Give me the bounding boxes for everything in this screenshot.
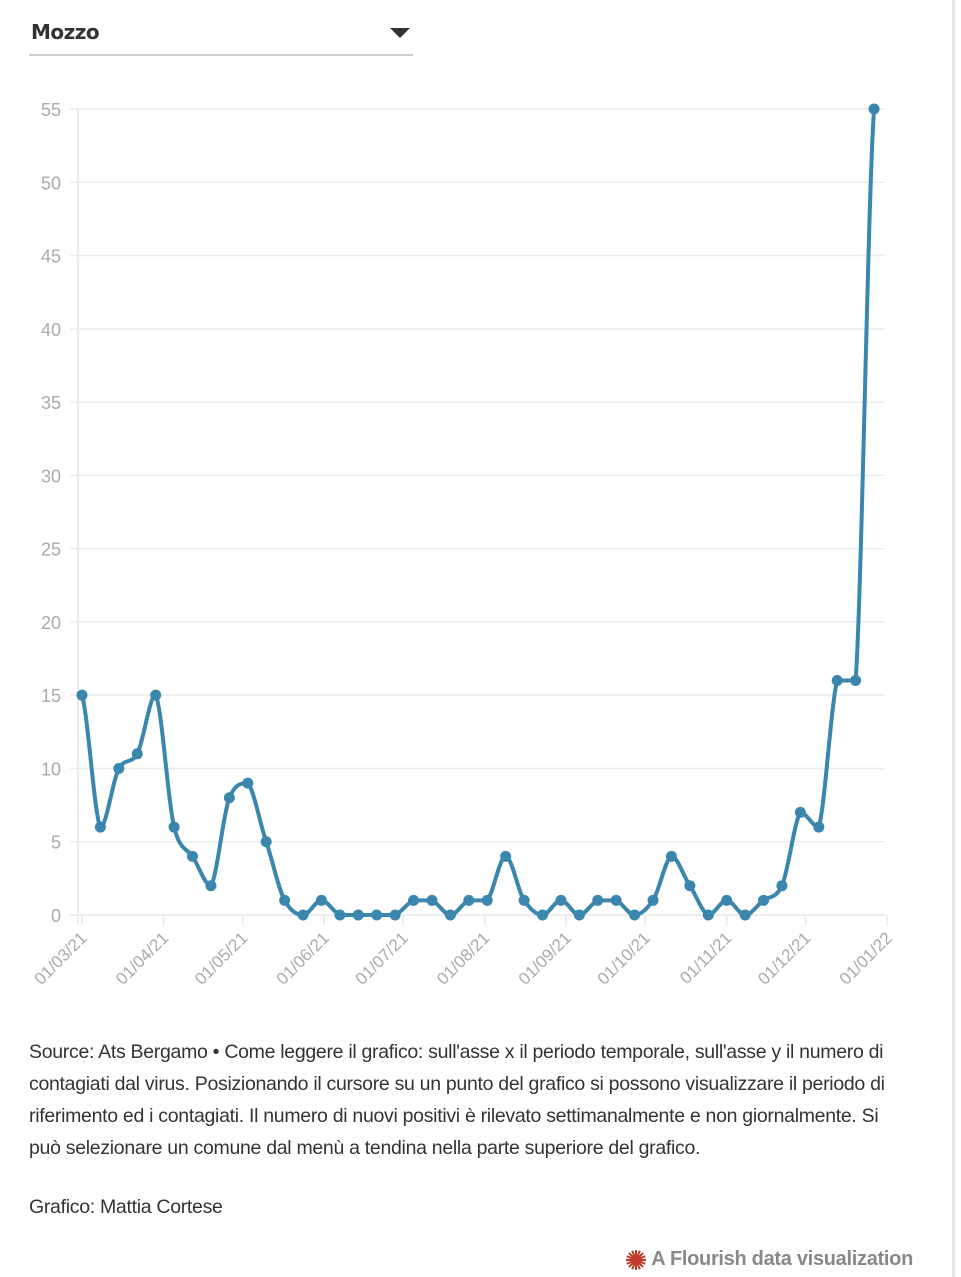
data-point[interactable] [758,894,770,906]
chart-caption: Source: Ats Bergamo • Come leggere il gr… [29,1041,885,1159]
series-line-mozzo [80,107,877,917]
data-point[interactable] [242,777,254,789]
y-tick-label: 25 [41,540,61,560]
data-point[interactable] [297,909,309,921]
chevron-down-icon[interactable] [390,28,410,38]
x-tick-label: 01/09/21 [515,928,575,988]
data-point[interactable] [592,894,604,906]
data-point[interactable] [205,880,217,892]
data-point[interactable] [665,850,677,862]
data-point[interactable] [647,894,659,906]
data-point[interactable] [610,894,622,906]
flourish-star-icon [626,1249,647,1270]
data-point[interactable] [389,909,401,921]
data-point[interactable] [831,675,843,687]
data-point[interactable] [481,894,493,906]
y-tick-label: 5 [51,833,61,853]
flourish-credit-link[interactable]: A Flourish data visualization [625,1248,913,1271]
data-point[interactable] [168,821,180,833]
data-point[interactable] [131,748,143,760]
x-tick-label: 01/08/21 [433,928,493,988]
x-tick-label: 01/05/21 [191,928,251,988]
data-point[interactable] [113,762,125,774]
x-tick-label: 01/04/21 [112,928,172,988]
data-point[interactable] [794,806,806,818]
x-tick-label: 01/07/21 [352,928,412,988]
data-point[interactable] [463,894,475,906]
x-tick-label: 01/01/22 [836,928,896,988]
data-point[interactable] [555,894,567,906]
data-point[interactable] [868,103,880,115]
data-point[interactable] [187,850,199,862]
y-axis-ticks: 0 5 10 15 20 25 30 35 40 45 50 55 [41,100,61,926]
data-point[interactable] [352,909,364,921]
y-tick-label: 45 [41,247,61,267]
data-point[interactable] [721,894,733,906]
data-point[interactable] [334,909,346,921]
data-point[interactable] [629,909,641,921]
x-tick-label: 01/12/21 [754,928,814,988]
data-point[interactable] [315,894,327,906]
data-point[interactable] [371,909,383,921]
x-axis-ticks: 01/03/21 01/04/21 01/05/21 01/06/21 01/07/21… [31,915,896,989]
data-point[interactable] [150,689,162,701]
data-point[interactable] [573,909,585,921]
data-point[interactable] [776,880,788,892]
data-point[interactable] [76,689,88,701]
municipality-dropdown[interactable]: Mozzo [29,14,413,56]
y-tick-label: 40 [41,320,61,340]
data-point[interactable] [94,821,106,833]
data-point[interactable] [279,894,291,906]
y-tick-label: 50 [41,173,61,193]
chart-credit: Grafico: Mattia Cortese [29,1196,223,1218]
y-tick-label: 35 [41,393,61,413]
y-tick-label: 55 [41,100,61,120]
data-point[interactable] [518,894,530,906]
x-tick-label: 01/11/21 [676,928,735,987]
x-tick-label: 01/10/21 [594,928,654,988]
dropdown-selected-value: Mozzo [31,20,100,44]
data-point[interactable] [850,675,862,687]
page-right-border [952,0,955,1277]
data-point[interactable] [684,880,696,892]
flourish-credit-label: A Flourish data visualization [651,1248,913,1270]
data-point[interactable] [223,792,235,804]
y-tick-label: 15 [41,686,61,706]
data-point[interactable] [813,821,825,833]
series-points [76,103,880,921]
data-point[interactable] [702,909,714,921]
y-tick-label: 20 [41,613,61,633]
data-point[interactable] [739,909,751,921]
data-point[interactable] [537,909,548,921]
data-point[interactable] [500,850,512,862]
y-tick-label: 0 [51,906,61,926]
x-tick-label: 01/03/21 [31,928,91,988]
grid-lines [70,108,885,923]
y-tick-label: 10 [41,759,61,779]
data-point[interactable] [408,894,420,906]
x-tick-label: 01/06/21 [273,928,333,988]
data-point[interactable] [444,909,456,921]
y-tick-label: 30 [41,466,61,486]
data-point[interactable] [426,894,438,906]
data-point[interactable] [260,836,272,848]
